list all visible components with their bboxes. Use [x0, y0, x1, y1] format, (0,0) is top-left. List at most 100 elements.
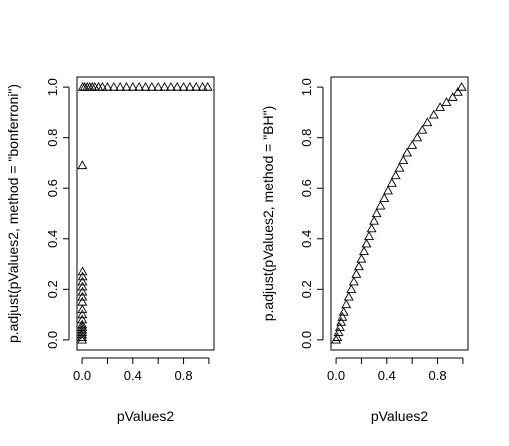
y-tick-label: 0.0: [45, 331, 60, 349]
plot-frame: [330, 76, 469, 351]
y-tick-label: 0.2: [299, 280, 314, 298]
x-axis-title: pValues2: [117, 408, 175, 424]
data-point: [115, 82, 126, 91]
y-axis-title: p.adjust(pValues2, method = "BH"): [260, 106, 276, 322]
data-point: [398, 155, 409, 165]
data-point: [77, 276, 88, 286]
data-point: [77, 266, 88, 276]
data-point: [77, 314, 88, 324]
data-point: [356, 253, 367, 263]
data-point: [191, 82, 202, 91]
data-point: [121, 82, 132, 91]
data-point: [379, 193, 390, 202]
data-point: [412, 132, 423, 142]
data-point: [332, 332, 343, 341]
data-point: [341, 299, 352, 309]
data-point: [146, 82, 157, 91]
data-point: [334, 322, 345, 331]
y-axis-title: p.adjust(pValues2, method = "bonferroni"…: [5, 84, 21, 343]
data-point: [102, 82, 113, 91]
data-point: [77, 329, 88, 339]
data-point: [346, 284, 357, 293]
data-point: [351, 269, 362, 278]
data-point: [369, 215, 380, 225]
data-point: [364, 231, 375, 240]
x-axis-title: pValues2: [371, 408, 429, 424]
data-point: [333, 327, 344, 336]
data-point: [337, 312, 348, 321]
data-point: [134, 82, 145, 91]
data-point: [178, 82, 189, 91]
plot-panel-bonferroni: 0.0 0.4 0.8 0.0 0.2 0.4 0.6 0.8 1.0 pValues2 p.adj…: [5, 76, 215, 424]
data-point: [140, 82, 151, 91]
y-tick-label: 1.0: [299, 78, 314, 96]
data-point: [77, 327, 88, 336]
data-point: [77, 271, 88, 281]
data-point: [361, 238, 372, 248]
y-tick-label: 0.4: [299, 230, 314, 248]
data-point: [375, 200, 386, 210]
plot-panel-bh: 0.0 0.4 0.8 0.0 0.2 0.4 0.6 0.8 1.0 pValues2 p.adj…: [260, 76, 469, 424]
data-point: [159, 82, 170, 91]
data-point: [77, 332, 88, 341]
y-tick-label: 0.2: [45, 280, 60, 298]
data-point: [435, 102, 446, 111]
data-point: [108, 82, 119, 91]
data-point: [359, 246, 369, 256]
y-tick-label: 1.0: [45, 78, 60, 96]
data-point: [452, 87, 463, 96]
data-point: [197, 82, 208, 91]
data-point: [184, 82, 195, 91]
y-tick-label: 0.8: [45, 129, 60, 147]
data-point: [343, 291, 354, 301]
data-point: [366, 223, 377, 233]
data-point: [371, 208, 382, 218]
data-point: [441, 97, 452, 106]
x-tick-label: 0.0: [73, 368, 91, 383]
data-point: [77, 319, 88, 329]
data-point: [353, 261, 364, 271]
data-point: [447, 92, 458, 101]
data-point: [77, 281, 88, 291]
data-point: [402, 147, 413, 157]
data-point: [428, 109, 439, 119]
x-tick-label: 0.4: [124, 368, 142, 383]
data-point: [77, 304, 88, 314]
data-point: [407, 140, 418, 149]
data-point: [456, 82, 467, 91]
y-tick-label: 0.6: [45, 179, 60, 197]
y-tick-label: 0.4: [45, 230, 60, 248]
data-point: [348, 276, 359, 286]
data-point: [336, 317, 347, 326]
data-point: [77, 160, 88, 170]
data-point: [153, 82, 164, 91]
data-point: [77, 291, 88, 301]
data-point: [386, 178, 397, 187]
x-tick-label: 0.0: [327, 368, 345, 383]
data-point: [417, 124, 428, 134]
data-point: [338, 306, 349, 316]
data-point: [422, 117, 433, 127]
y-tick-label: 0.0: [299, 331, 314, 349]
data-point: [202, 82, 213, 91]
data-point: [77, 286, 88, 296]
plot-frame: [76, 76, 215, 351]
data-point: [165, 82, 176, 91]
data-point: [97, 82, 108, 91]
data-point: [77, 309, 88, 319]
data-point: [77, 324, 88, 334]
data-point: [77, 296, 88, 306]
data-point: [77, 334, 88, 344]
x-tick-label: 0.4: [378, 368, 396, 383]
data-point: [127, 82, 138, 91]
data-point: [394, 162, 405, 172]
x-tick-label: 0.8: [175, 368, 193, 383]
data-point: [390, 170, 401, 180]
data-point: [383, 185, 394, 195]
y-tick-label: 0.6: [299, 179, 314, 197]
y-tick-label: 0.8: [299, 129, 314, 147]
x-tick-label: 0.8: [429, 368, 447, 383]
data-point: [172, 82, 183, 91]
